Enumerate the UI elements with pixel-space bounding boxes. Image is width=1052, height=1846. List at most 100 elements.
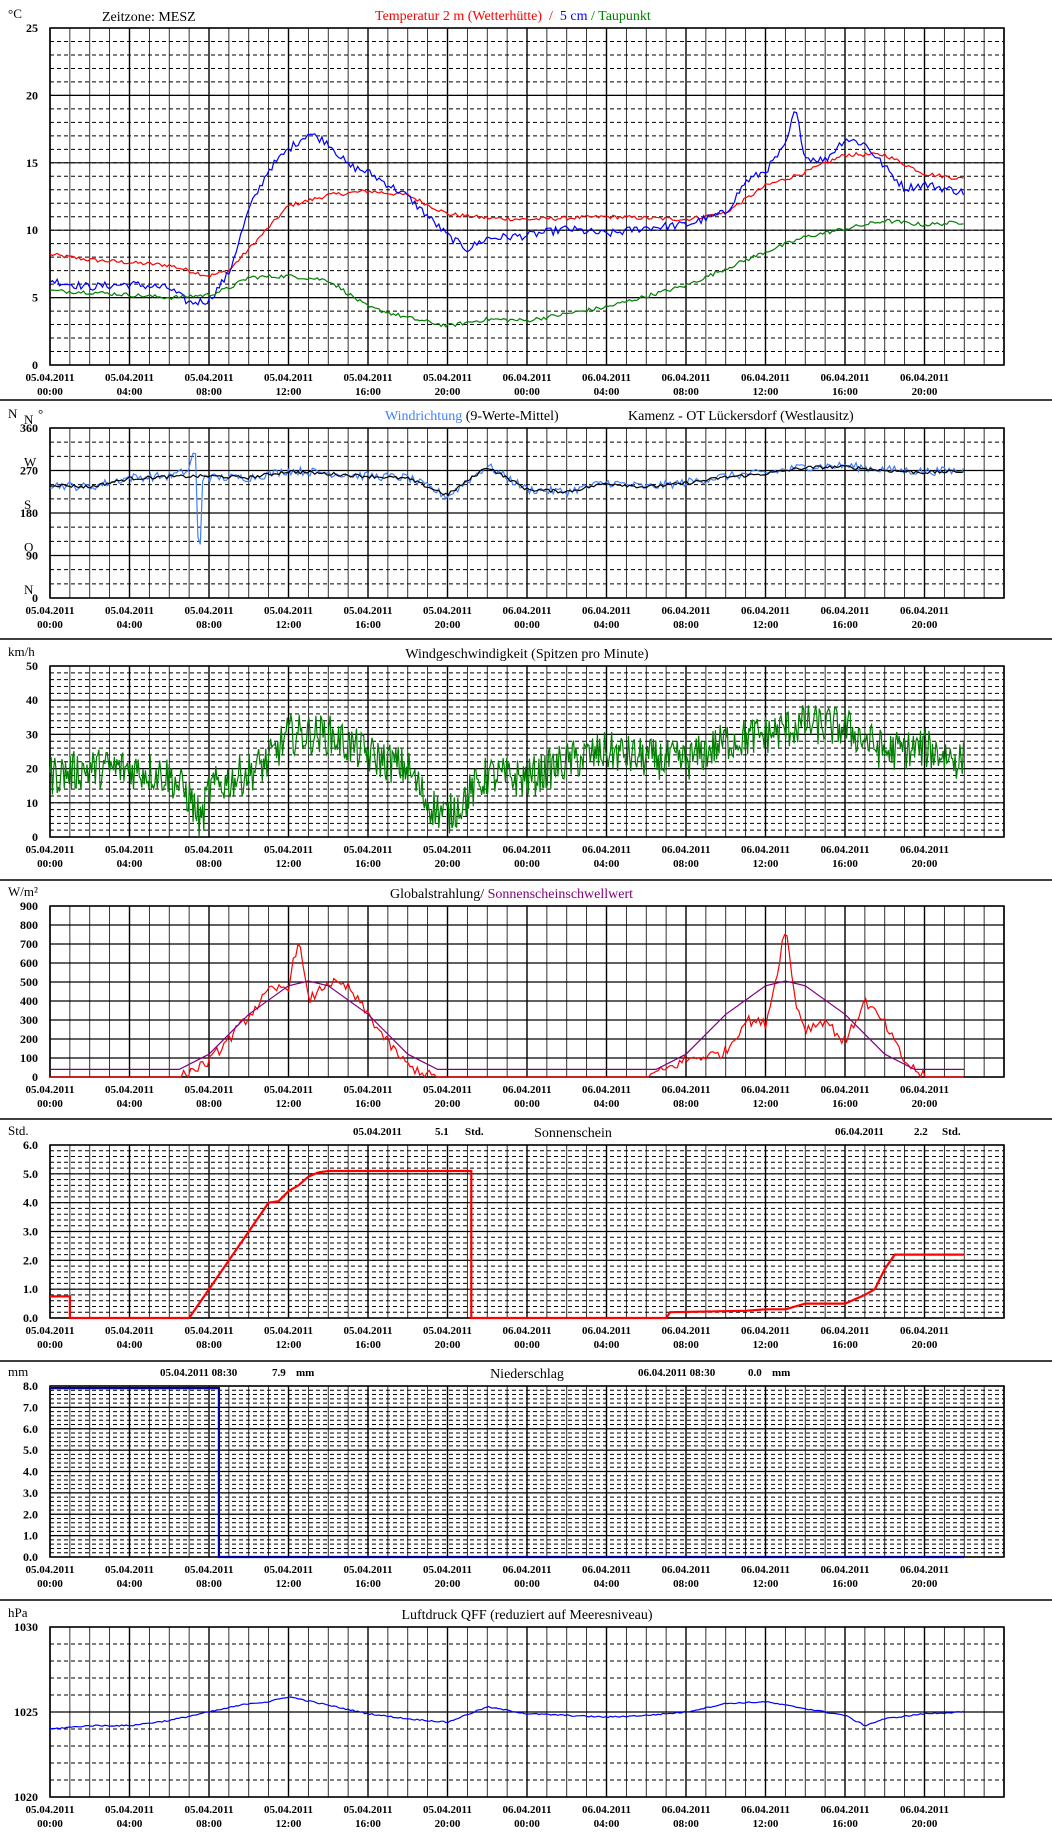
x-tick-date: 06.04.2011 [503,605,552,617]
y-tick-label: 600 [20,956,38,970]
x-tick-time: 00:00 [514,858,540,870]
y-axis-unit: N [8,406,18,421]
y-tick-label: 200 [20,1032,38,1046]
x-tick-time: 12:00 [753,1818,779,1830]
x-tick-date: 05.04.2011 [26,372,75,384]
x-tick-time: 20:00 [912,619,938,631]
x-tick-date: 05.04.2011 [185,1084,234,1096]
x-tick-time: 20:00 [912,1339,938,1351]
title-part: Globalstrahlung/ [390,887,488,902]
x-tick-date: 05.04.2011 [344,1084,393,1096]
plot-frame [49,27,1005,366]
chart-title: Niederschlag [490,1367,564,1382]
series-line-sonnenschein [50,1169,965,1320]
x-tick-date: 05.04.2011 [344,844,393,856]
y-tick-label: 10 [26,796,38,810]
x-tick-time: 16:00 [355,1339,381,1351]
x-tick-time: 00:00 [514,1818,540,1830]
title-part: / [542,9,560,24]
x-tick-date: 06.04.2011 [821,1564,870,1576]
x-tick-time: 04:00 [594,1098,620,1110]
x-tick-time: 16:00 [832,1578,858,1590]
x-tick-date: 05.04.2011 [185,605,234,617]
x-tick-time: 08:00 [673,386,699,398]
x-tick-date: 06.04.2011 [821,1804,870,1816]
x-tick-time: 20:00 [435,1098,461,1110]
x-tick-date: 06.04.2011 [821,605,870,617]
x-tick-date: 05.04.2011 [105,605,154,617]
x-tick-time: 12:00 [276,858,302,870]
y-tick-label: 180 [20,506,38,520]
x-tick-date: 06.04.2011 [503,1564,552,1576]
x-tick-date: 05.04.2011 [344,372,393,384]
y-tick-label: 0 [32,358,38,372]
x-tick-date: 05.04.2011 [26,1804,75,1816]
y-tick-label: 1025 [14,1705,38,1719]
x-tick-date: 05.04.2011 [185,1804,234,1816]
chart-title: Globalstrahlung/ Sonnenscheinschwellwert [390,887,633,902]
x-tick-date: 05.04.2011 [423,1564,472,1576]
y-tick-label: 20 [26,762,38,776]
x-tick-date: 06.04.2011 [582,1804,631,1816]
x-tick-time: 20:00 [912,1098,938,1110]
annotation-value: 2.2 [914,1126,928,1138]
annotation-unit: Std. [465,1126,484,1138]
x-tick-time: 12:00 [753,858,779,870]
y-tick-label: 30 [26,727,38,741]
x-tick-date: 05.04.2011 [264,1325,313,1337]
x-tick-date: 05.04.2011 [264,1804,313,1816]
x-tick-date: 05.04.2011 [105,1804,154,1816]
x-tick-time: 00:00 [514,1098,540,1110]
x-tick-date: 05.04.2011 [423,1804,472,1816]
x-tick-time: 20:00 [435,1818,461,1830]
x-tick-date: 06.04.2011 [741,372,790,384]
x-tick-date: 06.04.2011 [900,1804,949,1816]
y-tick-label: 10 [26,223,38,237]
y-tick-label: 1.0 [23,1282,38,1296]
x-tick-time: 00:00 [514,386,540,398]
compass-label: O [24,540,33,555]
x-tick-date: 06.04.2011 [582,605,631,617]
x-tick-date: 06.04.2011 [662,605,711,617]
x-tick-date: 05.04.2011 [105,372,154,384]
y-tick-label: 25 [26,21,38,35]
y-tick-label: 90 [26,549,38,563]
x-tick-date: 06.04.2011 [662,1084,711,1096]
x-tick-time: 04:00 [117,858,143,870]
x-tick-time: 12:00 [753,1339,779,1351]
x-tick-time: 00:00 [37,1818,63,1830]
x-tick-date: 05.04.2011 [26,1084,75,1096]
y-axis-unit: W/m² [8,884,38,899]
x-tick-date: 06.04.2011 [582,1084,631,1096]
y-tick-label: 0 [32,1070,38,1084]
x-tick-time: 20:00 [435,386,461,398]
x-tick-time: 08:00 [196,858,222,870]
x-tick-date: 05.04.2011 [264,1084,313,1096]
x-tick-time: 00:00 [37,619,63,631]
annotation-unit: mm [772,1367,790,1379]
y-axis-unit: mm [8,1364,28,1379]
annotation-value: 5.1 [435,1126,449,1138]
x-tick-time: 08:00 [196,1098,222,1110]
x-tick-time: 00:00 [37,1098,63,1110]
y-tick-label: 1.0 [23,1529,38,1543]
x-tick-time: 04:00 [117,1818,143,1830]
compass-label: N [24,582,34,597]
compass-label: N [24,412,34,427]
y-tick-label: 1020 [14,1790,38,1804]
x-tick-time: 08:00 [196,1818,222,1830]
x-tick-time: 04:00 [117,386,143,398]
x-tick-date: 06.04.2011 [741,1804,790,1816]
y-tick-label: 5.0 [23,1167,38,1181]
y-tick-label: 5 [32,291,38,305]
y-tick-label: 2.0 [23,1253,38,1267]
series-line-luftdruck-qff [49,1696,964,1730]
chart-title: Luftdruck QFF (reduziert auf Meeresnivea… [401,1608,652,1623]
x-tick-date: 05.04.2011 [344,605,393,617]
degree-symbol: ° [38,406,43,421]
x-tick-time: 12:00 [753,1098,779,1110]
annotation-date: 05.04.2011 08:30 [160,1367,238,1379]
station-name: Kamenz - OT Lückersdorf (Westlausitz) [628,409,854,424]
title-part: / [588,9,599,24]
